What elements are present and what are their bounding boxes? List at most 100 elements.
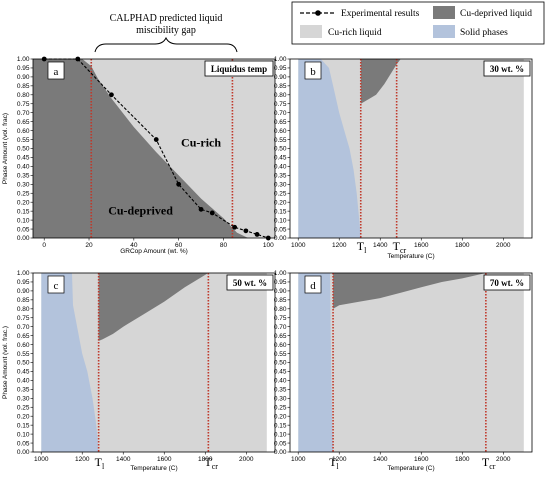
x-tick-label: 1200 [75, 456, 90, 463]
region-label-2: Cu-deprived [108, 204, 173, 218]
y-tick-label: 0.00 [17, 449, 30, 456]
y-tick-label: 0.95 [274, 65, 287, 72]
y-tick-label: 0.60 [274, 128, 287, 135]
experimental-point [153, 137, 159, 142]
y-tick-label: 0.35 [17, 387, 30, 394]
y-tick-label: 0.85 [17, 83, 30, 90]
panel-b: 0.00 0.05 0.10 0.15 0.20 0.250.30 0.35 0.40 0.45… [274, 56, 533, 260]
legend-swatch-deprived [433, 6, 455, 19]
y-tick-label: 0.10 [17, 431, 30, 438]
y-tick-label: 0.90 [17, 288, 30, 295]
gap-annotation-line1: CALPHAD predicted liquid [110, 13, 223, 24]
y-tick-label: 0.65 [17, 119, 30, 126]
y-tick-label: 0.40 [17, 378, 30, 385]
experimental-point [176, 181, 182, 187]
y-tick-label: 0.70 [17, 110, 30, 117]
y-tick-label: 1.00 [274, 56, 287, 63]
x-tick-label: 1800 [455, 456, 470, 463]
y-tick-label: 0.50 [17, 146, 30, 153]
y-tick-label: 0.10 [274, 431, 287, 438]
svg-text:d: d [310, 280, 316, 292]
x-tick-label: 1400 [373, 456, 388, 463]
experimental-point [265, 235, 271, 241]
x-tick-label: 40 [130, 242, 138, 249]
experimental-point [75, 56, 81, 62]
panel-badge: 30 wt. % [483, 60, 531, 77]
y-tick-label: 0.30 [17, 396, 30, 403]
experimental-point [209, 210, 215, 216]
y-tick-label: 0.45 [274, 155, 287, 162]
y-tick-label: 0.35 [274, 173, 287, 180]
svg-text:Liquidus temp: Liquidus temp [211, 64, 267, 74]
y-tick-label: 0.55 [17, 137, 30, 144]
y-tick-label: 0.50 [274, 360, 287, 367]
y-tick-label: 0.50 [17, 360, 30, 367]
x-tick-label: 1400 [373, 242, 388, 249]
y-tick-label: 0.70 [274, 110, 287, 117]
x-axis-label: GRCop Amount (wt. %) [120, 248, 188, 255]
y-tick-label: 0.80 [17, 92, 30, 99]
y-tick-label: 0.10 [274, 217, 287, 224]
y-tick-label: 0.15 [274, 208, 287, 215]
panel-letter: a [47, 61, 65, 80]
y-tick-label: 0.90 [274, 288, 287, 295]
y-tick-label: 0.00 [274, 449, 287, 456]
panel-badge: 50 wt. % [226, 274, 274, 291]
y-tick-label: 0.25 [274, 190, 287, 197]
y-tick-label: 0.05 [17, 440, 30, 447]
x-tick-label: 2000 [239, 456, 254, 463]
y-tick-label: 0.45 [17, 155, 30, 162]
marker-label-2: Tcr [482, 455, 496, 471]
y-tick-label: 0.35 [274, 387, 287, 394]
y-axis-label: Phase Amount (vol. frac) [2, 113, 9, 184]
panel-c: 0.00 0.05 0.10 0.15 0.20 0.250.30 0.35 0.40 0.45… [2, 270, 276, 472]
x-tick-label: 1800 [198, 456, 213, 463]
marker-label-2: Tcr [204, 455, 218, 471]
region-solid [298, 273, 334, 452]
legend-frame [291, 1, 545, 45]
y-tick-label: 0.60 [17, 342, 30, 349]
x-axis-label: Temperature (C) [387, 465, 434, 472]
y-tick-label: 0.90 [17, 74, 30, 81]
region-empty-left [290, 273, 299, 452]
x-tick-label: 1600 [414, 456, 429, 463]
svg-text:c: c [54, 280, 59, 292]
y-tick-label: 0.95 [17, 279, 30, 286]
x-tick-label: 2000 [496, 456, 511, 463]
y-tick-label: 0.55 [274, 351, 287, 358]
x-tick-label: 1800 [455, 242, 470, 249]
y-tick-label: 0.00 [17, 235, 30, 242]
x-tick-label: 80 [220, 242, 228, 249]
svg-text:a: a [54, 66, 59, 78]
legend-swatch-solid [433, 25, 455, 38]
gap-brace [94, 36, 238, 53]
marker-label-1: Tl [357, 239, 367, 255]
experimental-point [243, 228, 249, 234]
experimental-point [198, 206, 204, 212]
y-tick-label: 1.00 [274, 270, 287, 277]
y-tick-label: 0.65 [274, 119, 287, 126]
region-empty-right [523, 273, 532, 452]
panel-a: 0.00 0.05 0.10 0.15 0.20 0.250.30 0.35 0.40 0.45… [2, 56, 276, 255]
x-tick-label: 1000 [291, 242, 306, 249]
y-tick-label: 0.30 [274, 396, 287, 403]
y-tick-label: 0.95 [274, 279, 287, 286]
x-axis-label: Temperature (C) [130, 465, 177, 472]
y-tick-label: 0.60 [17, 128, 30, 135]
y-tick-label: 0.80 [17, 306, 30, 313]
region-cu-deprived [360, 59, 524, 104]
y-tick-label: 0.80 [274, 92, 287, 99]
y-tick-label: 0.05 [17, 226, 30, 233]
region-solid [298, 59, 361, 238]
x-tick-label: 1200 [332, 242, 347, 249]
y-tick-label: 0.30 [17, 182, 30, 189]
y-tick-label: 0.40 [274, 378, 287, 385]
experimental-line [44, 58, 269, 239]
panel-badge: 70 wt. % [483, 274, 531, 291]
region-cu-deprived [33, 59, 275, 238]
svg-text:b: b [310, 66, 316, 78]
y-tick-label: 0.90 [274, 74, 287, 81]
y-tick-label: 0.30 [274, 182, 287, 189]
y-tick-label: 0.45 [17, 369, 30, 376]
y-tick-label: 0.20 [17, 199, 30, 206]
